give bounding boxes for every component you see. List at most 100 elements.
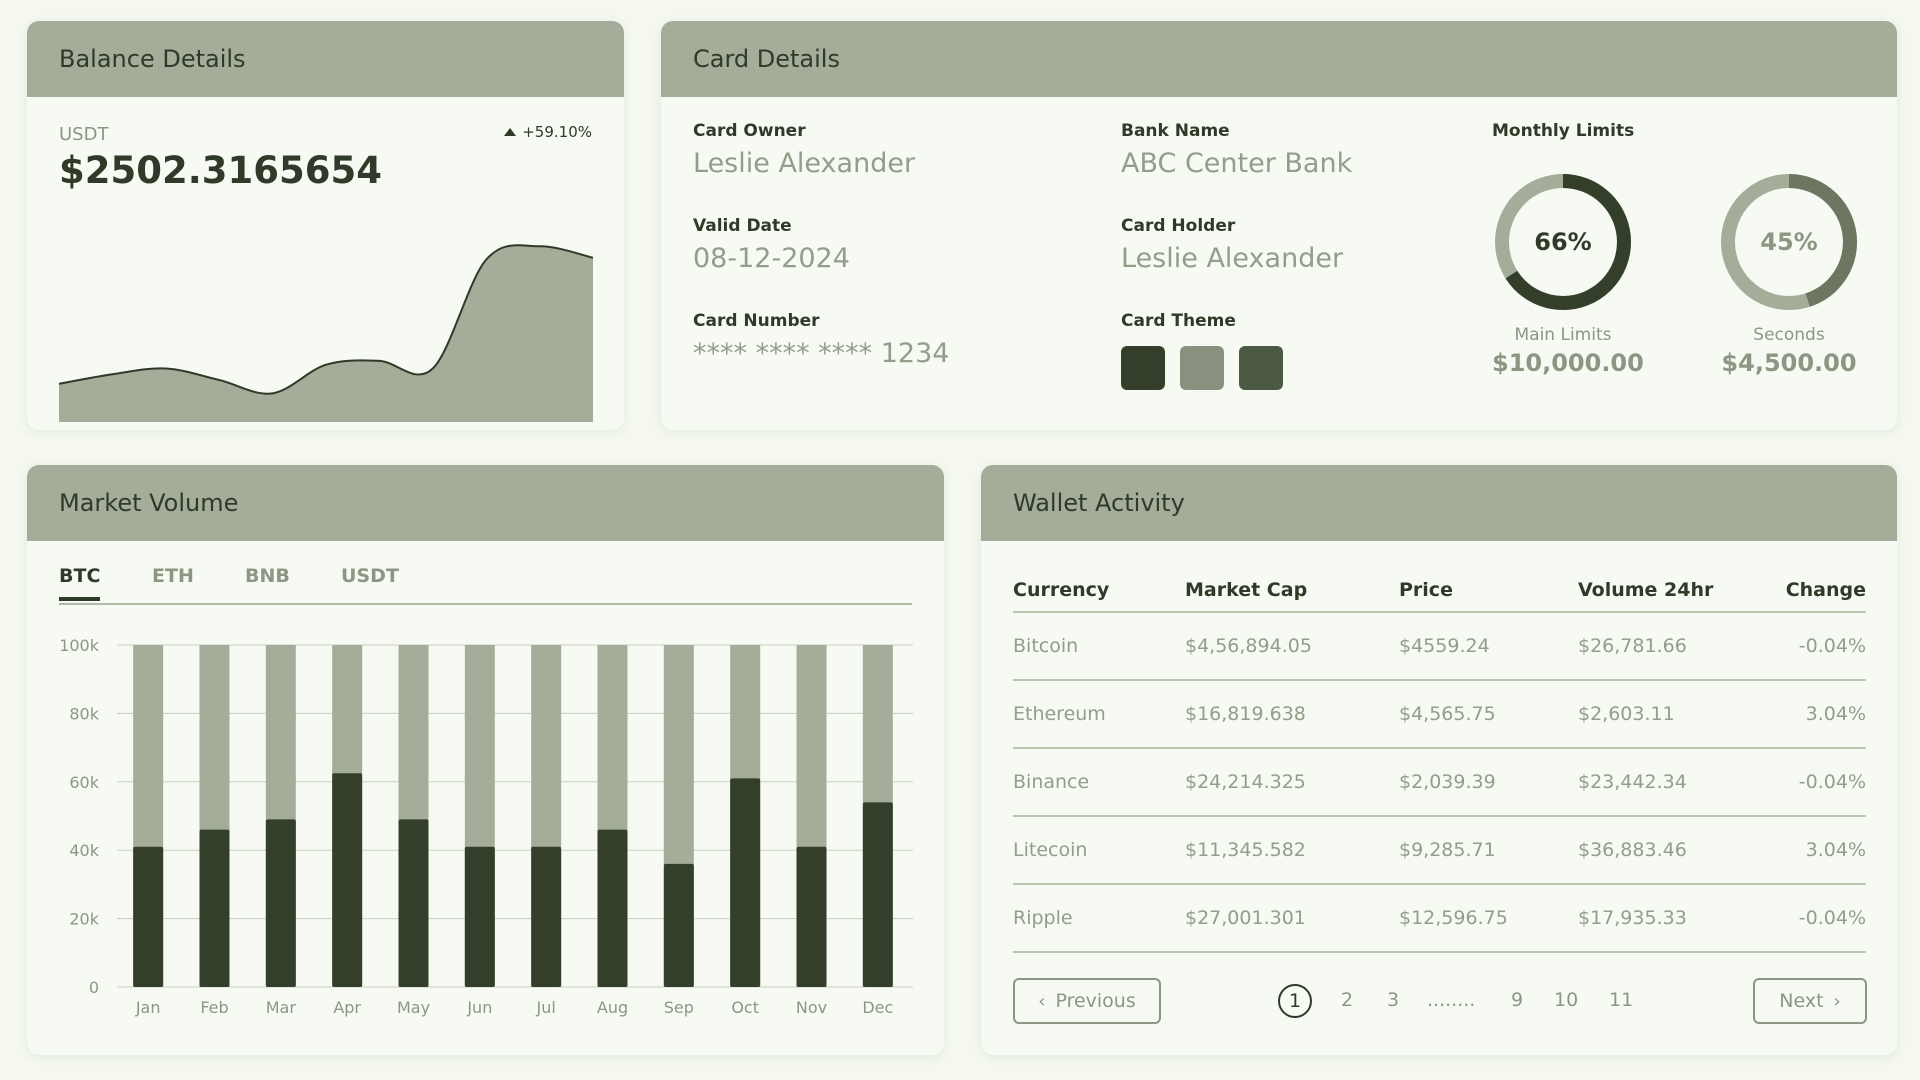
y-tick-label: 40k (69, 841, 99, 860)
table-row[interactable]: Litecoin $11,345.582 $9,285.71 $36,883.4… (1013, 817, 1866, 885)
card-holder-value: Leslie Alexander (1121, 243, 1344, 274)
page-11-button[interactable]: 11 (1609, 989, 1634, 1011)
bar-value[interactable] (531, 846, 562, 987)
card-details-title: Card Details (661, 21, 1897, 97)
valid-date-label: Valid Date (693, 216, 792, 236)
x-tick-label: Jun (466, 998, 492, 1017)
bar-value[interactable] (597, 829, 628, 987)
balance-details-title: Balance Details (27, 21, 624, 97)
x-tick-label: Mar (266, 998, 297, 1017)
cell-change: -0.04% (1798, 907, 1866, 929)
cell-market-cap: $24,214.325 (1185, 771, 1306, 793)
cell-price: $9,285.71 (1399, 839, 1496, 861)
cell-volume: $36,883.46 (1578, 839, 1687, 861)
tab-usdt[interactable]: USDT (341, 565, 399, 587)
table-row[interactable]: Bitcoin $4,56,894.05 $4559.24 $26,781.66… (1013, 613, 1866, 681)
x-tick-label: Dec (862, 998, 893, 1017)
bar-value[interactable] (133, 846, 164, 987)
cell-market-cap: $16,819.638 (1185, 703, 1306, 725)
cell-market-cap: $27,001.301 (1185, 907, 1306, 929)
cell-volume: $2,603.11 (1578, 703, 1675, 725)
table-row[interactable]: Binance $24,214.325 $2,039.39 $23,442.34… (1013, 749, 1866, 817)
card-number-label: Card Number (693, 311, 820, 331)
cell-change: -0.04% (1798, 635, 1866, 657)
balance-area-chart (59, 244, 593, 422)
bar-value[interactable] (199, 829, 230, 987)
page-ellipsis: ........ (1427, 989, 1476, 1011)
cell-currency: Litecoin (1013, 839, 1088, 861)
balance-area-line (59, 244, 593, 395)
cell-market-cap: $4,56,894.05 (1185, 635, 1312, 657)
y-tick-label: 80k (69, 704, 99, 723)
next-label: Next (1779, 990, 1824, 1012)
cell-currency: Ripple (1013, 907, 1073, 929)
balance-amount: $2502.3165654 (59, 149, 382, 192)
bank-name-value: ABC Center Bank (1121, 148, 1353, 179)
column-header-change[interactable]: Change (1785, 579, 1866, 601)
bar-value[interactable] (796, 846, 827, 987)
card-holder-label: Card Holder (1121, 216, 1236, 236)
chevron-left-icon: ‹ (1038, 990, 1046, 1012)
cell-currency: Bitcoin (1013, 635, 1079, 657)
cell-price: $4,565.75 (1399, 703, 1496, 725)
card-theme-label: Card Theme (1121, 311, 1236, 331)
bar-value[interactable] (862, 802, 893, 987)
card-theme-swatch[interactable] (1239, 346, 1283, 390)
cell-price: $2,039.39 (1399, 771, 1496, 793)
x-tick-label: Feb (200, 998, 228, 1017)
tab-bnb[interactable]: BNB (245, 565, 290, 587)
cell-change: 3.04% (1805, 839, 1866, 861)
bar-value[interactable] (730, 778, 761, 987)
main-limit-ring (1495, 174, 1631, 310)
previous-button[interactable]: ‹ Previous (1013, 978, 1161, 1024)
gauge-progress-arc (1721, 174, 1857, 310)
bar-value[interactable] (464, 846, 495, 987)
bar-value[interactable] (332, 773, 363, 987)
x-tick-label: Nov (796, 998, 827, 1017)
monthly-limits-label: Monthly Limits (1492, 121, 1635, 141)
market-volume-panel: Market Volume BTC ETH BNB USDT 0 20k 40k 60… (27, 465, 944, 1055)
arrow-up-icon (504, 128, 517, 136)
page-10-button[interactable]: 10 (1554, 989, 1579, 1011)
y-tick-label: 60k (69, 773, 99, 792)
tab-btc[interactable]: BTC (59, 565, 101, 601)
cell-price: $12,596.75 (1399, 907, 1508, 929)
currency-tabs: BTC ETH BNB USDT (59, 565, 912, 605)
balance-currency: USDT (59, 124, 109, 145)
card-theme-swatch[interactable] (1180, 346, 1224, 390)
next-button[interactable]: Next › (1753, 978, 1867, 1024)
card-theme-swatch[interactable] (1121, 346, 1165, 390)
y-tick-label: 0 (89, 978, 99, 997)
page-2-button[interactable]: 2 (1341, 989, 1354, 1011)
cell-price: $4559.24 (1399, 635, 1490, 657)
previous-label: Previous (1055, 990, 1136, 1012)
chevron-right-icon: › (1833, 990, 1841, 1012)
page-3-button[interactable]: 3 (1387, 989, 1400, 1011)
page-9-button[interactable]: 9 (1511, 989, 1524, 1011)
bar-value[interactable] (265, 819, 296, 987)
column-header-volume[interactable]: Volume 24hr (1578, 579, 1714, 601)
wallet-activity-panel: Wallet Activity Currency Market Cap Pric… (981, 465, 1897, 1055)
card-owner-value: Leslie Alexander (693, 148, 916, 179)
second-limit-percent: 45% (1760, 228, 1818, 256)
x-tick-label: Oct (731, 998, 759, 1017)
column-header-currency[interactable]: Currency (1013, 579, 1110, 601)
x-tick-label: Sep (664, 998, 694, 1017)
card-number-value: **** **** **** 1234 (693, 338, 950, 369)
column-header-market-cap[interactable]: Market Cap (1185, 579, 1308, 601)
main-limit-amount: $10,000.00 (1492, 349, 1644, 377)
bank-name-label: Bank Name (1121, 121, 1230, 141)
bar-value[interactable] (663, 863, 694, 987)
balance-area-fill (59, 245, 593, 422)
page-1-button[interactable]: 1 (1278, 984, 1312, 1018)
cell-change: -0.04% (1798, 771, 1866, 793)
table-row[interactable]: Ripple $27,001.301 $12,596.75 $17,935.33… (1013, 885, 1866, 953)
bar-value[interactable] (398, 819, 429, 987)
cell-change: 3.04% (1805, 703, 1866, 725)
second-limit-caption: Seconds (1753, 325, 1825, 345)
market-volume-bar-chart: 0 20k 40k 60k 80k 100k Jan Feb Mar Apr May Jun Jul Au… (59, 636, 913, 1017)
table-row[interactable]: Ethereum $16,819.638 $4,565.75 $2,603.11… (1013, 681, 1866, 749)
column-header-price[interactable]: Price (1399, 579, 1453, 601)
tab-eth[interactable]: ETH (152, 565, 194, 587)
wallet-table: Currency Market Cap Price Volume 24hr Ch… (1013, 565, 1866, 953)
